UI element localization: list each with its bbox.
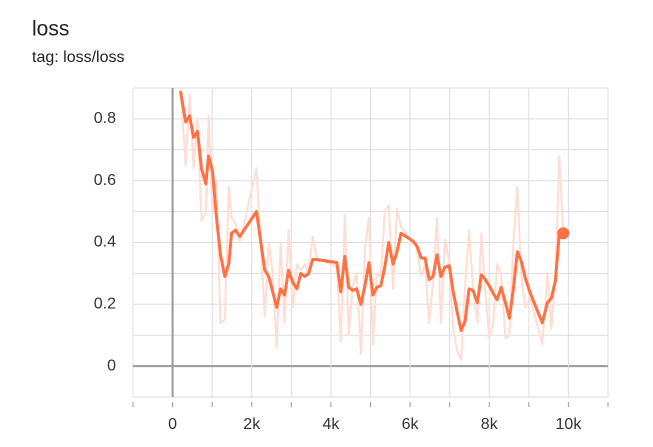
chart-subtitle: tag: loss/loss <box>32 49 124 66</box>
plot-area <box>179 88 565 361</box>
x-tick-label: 8k <box>481 416 499 433</box>
x-tick-label: 6k <box>402 416 420 433</box>
x-tick-label: 10k <box>556 416 583 433</box>
x-tick-label: 0 <box>168 416 177 433</box>
x-tick-label: 2k <box>243 416 261 433</box>
y-tick-label: 0.6 <box>94 172 116 189</box>
chart-title: loss <box>32 18 69 41</box>
series-line <box>179 90 564 333</box>
last-point <box>557 227 570 240</box>
x-tick-label: 4k <box>322 416 340 433</box>
series-line <box>179 88 565 361</box>
y-tick-label: 0.2 <box>94 296 116 313</box>
y-tick-label: 0.4 <box>94 234 116 251</box>
y-tick-label: 0.8 <box>94 110 116 127</box>
y-tick-label: 0 <box>107 357 116 374</box>
